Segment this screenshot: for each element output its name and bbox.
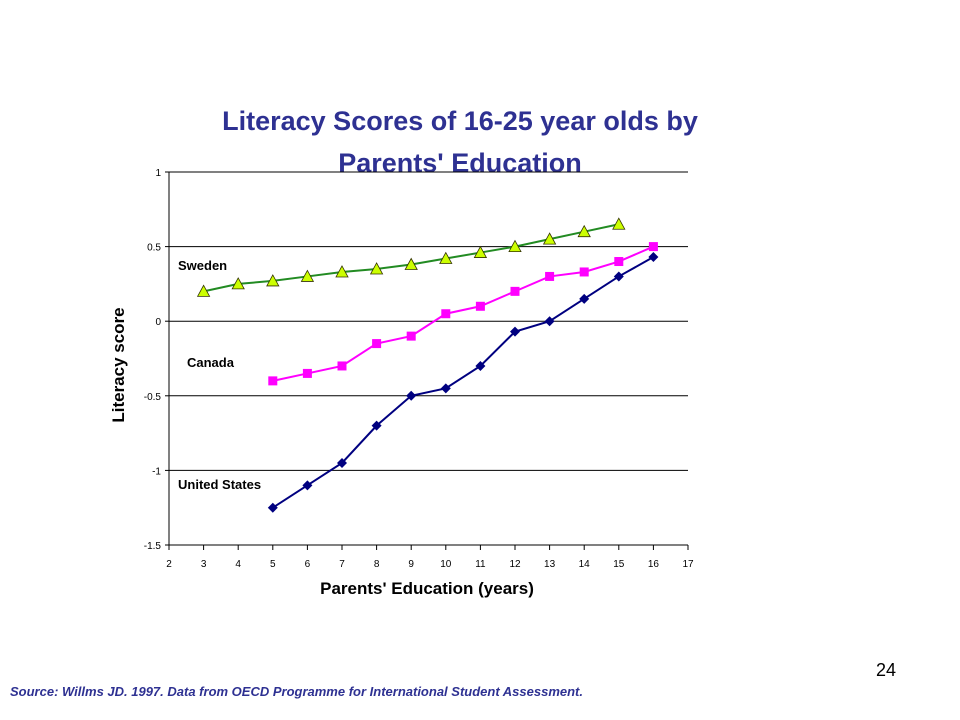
- data-point: [406, 390, 417, 401]
- data-point: [510, 286, 520, 296]
- data-point: [335, 265, 349, 278]
- source-note: Source: Willms JD. 1997. Data from OECD …: [10, 684, 583, 699]
- data-point: [545, 271, 555, 281]
- data-point: [196, 284, 211, 297]
- series-label: Sweden: [178, 258, 227, 273]
- x-tick-label: 6: [305, 559, 311, 570]
- page-number: 24: [875, 660, 896, 680]
- data-point: [302, 368, 312, 378]
- x-tick-label: 13: [544, 559, 556, 570]
- y-tick-label: -1: [152, 466, 161, 477]
- data-point: [544, 316, 555, 327]
- data-point: [337, 361, 347, 371]
- x-tick-label: 2: [166, 559, 172, 570]
- data-point: [300, 269, 315, 282]
- axes: 1 0.5 0 -0.5 -1 -1.5 2 3 4 5 6 7 8 9 10 11 12 13 14 15 16 17: [144, 168, 694, 570]
- series-lines: Sweden Canada United States: [178, 217, 659, 513]
- grid-lines: [169, 171, 688, 471]
- x-tick-label: 14: [579, 559, 591, 570]
- data-point: [266, 274, 280, 287]
- chart-title-line-1: Literacy Scores of 16-25 year olds by: [222, 106, 698, 136]
- y-tick-label: 0.5: [147, 243, 161, 254]
- data-point: [648, 252, 659, 263]
- data-point: [475, 360, 486, 371]
- data-point: [648, 242, 658, 252]
- series-line: [272, 245, 654, 382]
- y-tick-label: 0: [155, 317, 161, 328]
- series-label: Canada: [187, 355, 235, 370]
- chart-title-line-2: Parents' Education: [338, 148, 582, 178]
- x-axis-label: Parents' Education (years): [320, 579, 534, 598]
- data-point: [508, 239, 522, 253]
- data-point: [231, 277, 245, 290]
- x-tick-label: 12: [509, 559, 521, 570]
- data-point: [475, 301, 485, 311]
- data-point: [371, 420, 382, 431]
- x-tick-label: 9: [408, 559, 414, 570]
- x-tick-label: 17: [682, 559, 694, 570]
- data-point: [267, 502, 278, 513]
- y-tick-label: 1: [155, 168, 161, 179]
- data-point: [473, 245, 488, 258]
- x-tick-label: 16: [648, 559, 660, 570]
- data-point: [268, 376, 278, 386]
- data-point: [612, 217, 626, 230]
- data-point: [577, 224, 591, 238]
- x-tick-label: 8: [374, 559, 380, 570]
- data-point: [614, 257, 624, 267]
- x-tick-label: 7: [339, 559, 345, 570]
- x-tick-label: 5: [270, 559, 276, 570]
- series-label: United States: [178, 477, 261, 492]
- data-point: [542, 232, 557, 245]
- data-point: [404, 257, 418, 270]
- data-point: [613, 271, 624, 282]
- data-point: [441, 309, 451, 319]
- data-point: [372, 339, 382, 349]
- series-line: [272, 256, 654, 509]
- x-tick-label: 4: [235, 559, 241, 570]
- data-point: [302, 480, 313, 491]
- data-point: [439, 251, 453, 264]
- data-point: [579, 293, 590, 304]
- data-point: [406, 331, 416, 341]
- data-point: [369, 262, 384, 275]
- data-point: [337, 457, 347, 468]
- data-point: [579, 267, 589, 277]
- data-point: [510, 326, 520, 337]
- y-tick-label: -1.5: [144, 541, 162, 552]
- data-point: [440, 383, 451, 394]
- x-tick-label: 3: [201, 559, 207, 570]
- y-tick-label: -0.5: [144, 392, 162, 403]
- x-tick-label: 15: [613, 559, 625, 570]
- x-tick-label: 11: [475, 559, 486, 570]
- x-tick-label: 10: [440, 559, 452, 570]
- y-axis-label: Literacy score: [109, 307, 128, 422]
